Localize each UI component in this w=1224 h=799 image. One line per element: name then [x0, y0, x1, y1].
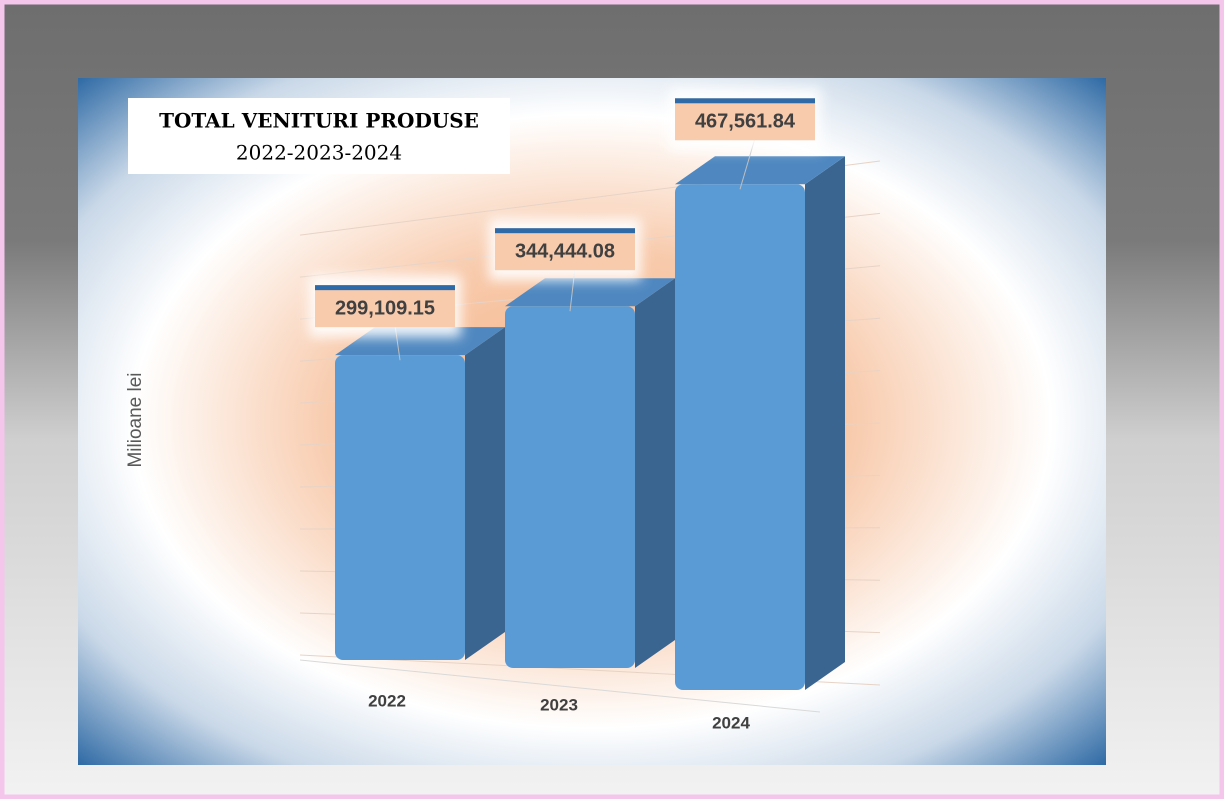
x-tick-label: 2023	[540, 695, 578, 714]
data-label: 344,444.08	[515, 240, 615, 262]
bar	[505, 306, 635, 668]
bar-side	[805, 156, 845, 691]
data-label: 467,561.84	[695, 111, 796, 133]
label-band	[675, 98, 815, 104]
x-tick-label: 2022	[368, 691, 406, 710]
chart-subtitle: 2022-2023-2024	[236, 141, 402, 165]
bar-side	[465, 327, 505, 660]
label-band	[495, 228, 635, 234]
label-box	[495, 228, 635, 271]
label-box	[315, 285, 455, 328]
bar	[675, 184, 805, 691]
title-box	[128, 98, 510, 174]
data-label: 299,109.15	[335, 297, 435, 319]
x-tick-label: 2024	[712, 713, 750, 732]
label-band	[315, 285, 455, 291]
label-box	[675, 98, 815, 141]
bars: 299,109.15 2022 344,444.08 2023 467,561.84 20…	[309, 88, 845, 732]
y-axis-label: Milioane lei	[125, 372, 146, 467]
floor-line	[299, 659, 821, 713]
bar-side	[635, 278, 675, 668]
chart-title: TOTAL VENITURI PRODUSE	[159, 109, 479, 133]
bar	[335, 355, 465, 660]
bar-top	[505, 278, 675, 307]
bar-top	[675, 156, 845, 185]
